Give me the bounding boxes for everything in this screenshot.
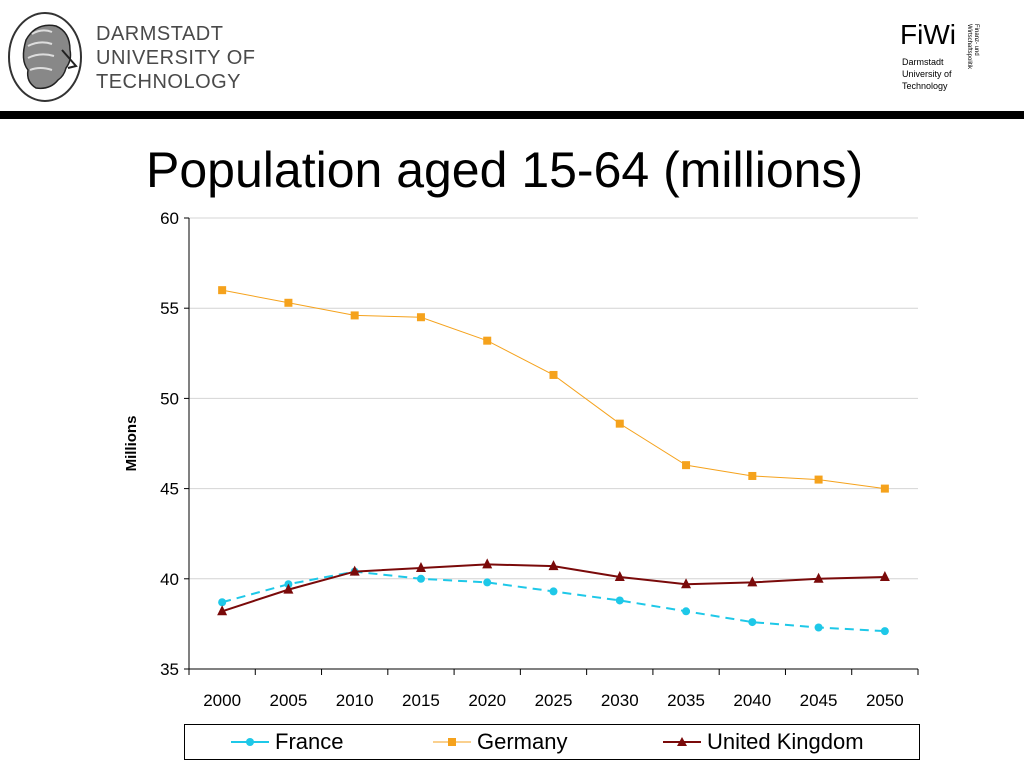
x-tick-label: 2030	[601, 691, 639, 710]
y-tick-label: 45	[160, 480, 179, 499]
data-point-uk	[283, 583, 294, 594]
x-tick-label: 2025	[535, 691, 573, 710]
data-point-germany	[218, 286, 227, 295]
data-point-germany	[350, 311, 359, 320]
data-point-uk	[482, 558, 493, 569]
x-tick-label: 2040	[733, 691, 771, 710]
data-point-france	[218, 598, 227, 607]
data-point-germany	[483, 336, 492, 345]
data-point-germany	[549, 370, 558, 379]
data-point-germany	[615, 419, 624, 428]
legend-label-france: France	[275, 729, 344, 754]
university-logo-icon	[8, 12, 82, 102]
legend-item-france: France	[231, 725, 343, 759]
chart-legend: France Germany United Kingdom	[184, 724, 920, 760]
data-point-uk	[415, 561, 426, 572]
x-tick-label: 2035	[667, 691, 705, 710]
data-point-uk	[349, 565, 360, 576]
fiwi-title: FiWi	[900, 19, 956, 50]
legend-item-germany: Germany	[433, 725, 567, 759]
data-point-france	[549, 587, 558, 596]
data-point-uk	[614, 570, 625, 581]
x-tick-label: 2045	[800, 691, 838, 710]
header-divider-bar	[0, 111, 1024, 119]
fiwi-vertical-line: Wirtschaftspolitik	[966, 24, 972, 70]
legend-label-united-kingdom: United Kingdom	[707, 729, 864, 754]
y-tick-label: 55	[160, 299, 179, 318]
fiwi-subtitle-line: Darmstadt	[902, 57, 944, 67]
slide-title: Population aged 15-64 (millions)	[146, 142, 864, 198]
fiwi-subtitle-line: Technology	[902, 81, 948, 91]
y-axis-label: Millions	[123, 416, 140, 472]
university-name-line: DARMSTADT	[96, 23, 224, 45]
data-point-uk	[217, 605, 228, 616]
data-point-uk	[681, 578, 692, 589]
legend-item-united-kingdom: United Kingdom	[663, 725, 864, 759]
university-name-line: TECHNOLOGY	[96, 71, 242, 93]
data-point-france	[814, 623, 823, 632]
legend-marker-united-kingdom	[663, 737, 701, 746]
data-point-germany	[814, 475, 823, 484]
y-tick-label: 60	[160, 209, 179, 228]
data-point-uk	[879, 570, 890, 581]
data-point-germany	[748, 471, 757, 480]
data-point-uk	[747, 576, 758, 587]
fiwi-vertical-text: Finanz- und Wirtschaftspolitik	[965, 24, 979, 69]
x-tick-label: 2050	[866, 691, 904, 710]
data-point-france	[483, 578, 492, 587]
university-name-line: UNIVERSITY OF	[96, 47, 256, 69]
legend-marker-germany	[433, 738, 471, 746]
data-point-france	[748, 618, 757, 627]
x-tick-label: 2020	[468, 691, 506, 710]
data-point-germany	[682, 461, 691, 470]
data-point-germany	[880, 484, 889, 493]
y-tick-label: 35	[160, 660, 179, 679]
x-tick-label: 2000	[203, 691, 241, 710]
university-name: DARMSTADT UNIVERSITY OF TECHNOLOGY	[96, 22, 256, 94]
fiwi-subtitle-line: University of	[902, 69, 952, 79]
fiwi-subtitle: Darmstadt University of Technology	[902, 56, 952, 92]
header: DARMSTADT UNIVERSITY OF TECHNOLOGY FiWi …	[0, 0, 1024, 112]
data-point-germany	[284, 298, 293, 307]
fiwi-logo: FiWi Darmstadt University of Technology …	[900, 20, 990, 100]
y-tick-label: 50	[160, 389, 179, 408]
x-tick-label: 2015	[402, 691, 440, 710]
y-tick-label: 40	[160, 570, 179, 589]
data-point-france	[880, 627, 889, 636]
series-line-germany	[222, 289, 885, 490]
legend-marker-france	[231, 738, 269, 746]
data-point-germany	[416, 313, 425, 322]
data-point-uk	[548, 560, 559, 571]
data-point-france	[682, 607, 691, 616]
x-tick-label: 2005	[269, 691, 307, 710]
fiwi-vertical-line: Finanz- und	[973, 24, 979, 56]
data-point-france	[416, 574, 425, 583]
data-point-france	[615, 596, 624, 605]
data-point-uk	[813, 572, 824, 583]
legend-label-germany: Germany	[477, 729, 568, 754]
x-tick-label: 2010	[336, 691, 374, 710]
